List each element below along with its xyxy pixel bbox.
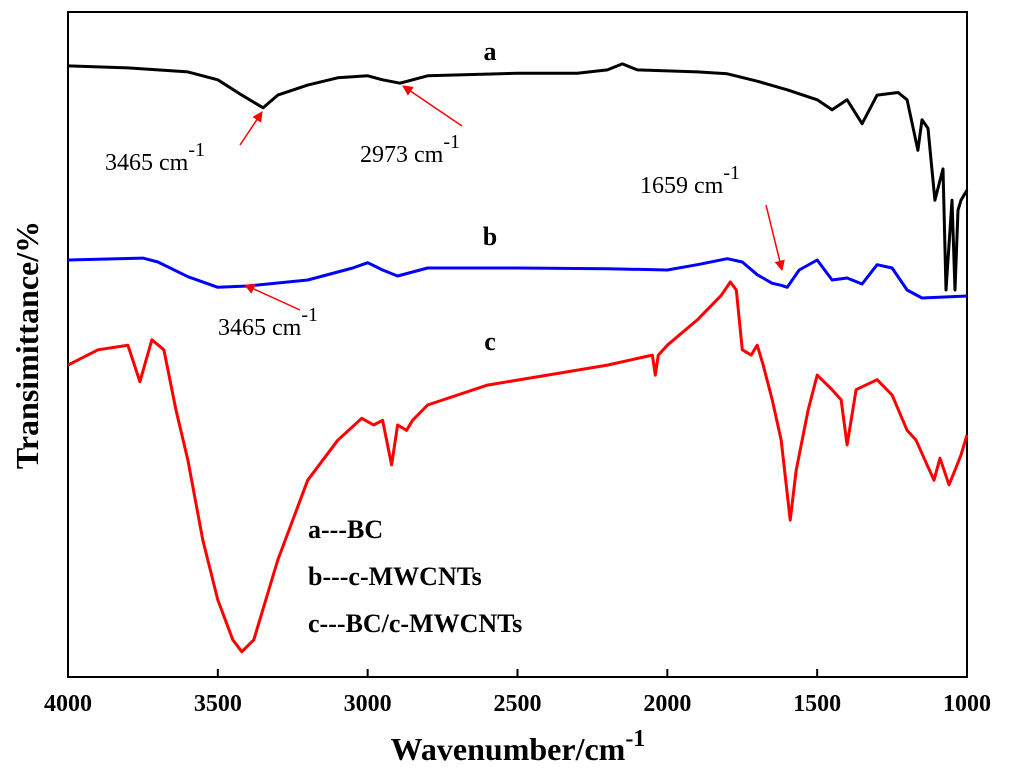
annotation-sup: -1 (443, 131, 460, 153)
x-tick-label: 1000 (943, 691, 991, 717)
legend-entry: b---c-MWCNTs (308, 562, 482, 591)
annotation: 1659 cm-1 (640, 162, 740, 199)
annotation: 3465 cm-1 (218, 304, 318, 341)
annotation-text: 3465 cm (105, 150, 189, 176)
annotation-text: 2973 cm (360, 142, 444, 168)
series-line (67, 256, 968, 300)
x-tick-label: 2000 (643, 691, 691, 717)
series-label: c (484, 327, 496, 356)
x-tick-label: 3500 (194, 691, 242, 717)
legend-entry: c---BC/c-MWCNTs (308, 609, 522, 638)
annotation-text: 1659 cm (640, 173, 724, 199)
y-axis-label: Transimittance/% (9, 221, 45, 469)
legend-entry: a---BC (308, 515, 383, 544)
annotation-arrow (239, 111, 263, 146)
plot-frame (67, 11, 968, 678)
series-label: b (483, 222, 497, 251)
x-axis-label-sup: -1 (625, 726, 645, 752)
series-line (67, 280, 969, 654)
x-tick-label: 4000 (44, 691, 92, 717)
annotation-sup: -1 (188, 139, 205, 161)
x-axis-label: Wavenumber/cm-1 (391, 726, 646, 767)
annotation: 2973 cm-1 (360, 131, 460, 168)
series-label: a (484, 37, 497, 66)
annotation-sup: -1 (301, 304, 318, 326)
annotation: 3465 cm-1 (105, 139, 205, 176)
x-tick-label: 3000 (344, 691, 392, 717)
annotation-arrow (244, 284, 301, 311)
annotation-sup: -1 (723, 162, 740, 184)
annotation-text: 3465 cm (218, 315, 302, 341)
series-line (67, 62, 969, 292)
annotation-arrow (765, 204, 785, 272)
x-tick-label: 1500 (793, 691, 841, 717)
x-axis-label-text: Wavenumber/cm (391, 731, 626, 767)
x-tick-label: 2500 (494, 691, 542, 717)
annotation-arrow (402, 85, 463, 127)
